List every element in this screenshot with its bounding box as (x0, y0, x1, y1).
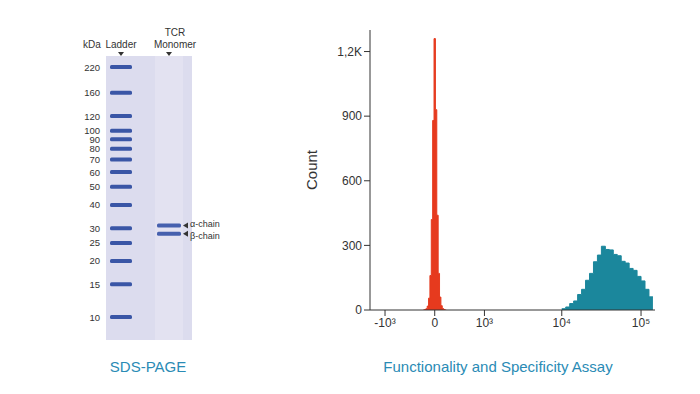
svg-text:900: 900 (342, 109, 362, 123)
svg-text:600: 600 (342, 174, 362, 188)
svg-text:300: 300 (342, 239, 362, 253)
svg-text:Count: Count (303, 149, 320, 190)
svg-text:90: 90 (89, 133, 100, 145)
svg-text:Functionality and Specificity: Functionality and Specificity Assay (383, 358, 613, 375)
svg-text:β-chain: β-chain (190, 231, 220, 241)
svg-text:10: 10 (89, 312, 100, 323)
svg-text:70: 70 (89, 154, 100, 165)
svg-text:Monomer: Monomer (154, 39, 197, 50)
svg-text:80: 80 (89, 143, 100, 154)
svg-text:SDS-PAGE: SDS-PAGE (110, 358, 186, 375)
svg-text:10³: 10³ (476, 316, 493, 330)
svg-text:100: 100 (84, 125, 100, 137)
svg-text:160: 160 (84, 87, 100, 98)
svg-text:1,2K: 1,2K (337, 45, 362, 59)
svg-text:220: 220 (84, 62, 100, 73)
svg-text:15: 15 (89, 279, 100, 290)
svg-text:kDa: kDa (83, 39, 101, 50)
svg-text:10⁴: 10⁴ (553, 316, 572, 330)
svg-text:0: 0 (431, 316, 438, 330)
svg-text:TCR: TCR (165, 27, 186, 38)
svg-text:20: 20 (89, 255, 100, 266)
svg-text:α-chain: α-chain (190, 219, 220, 229)
svg-text:50: 50 (89, 181, 100, 192)
svg-text:120: 120 (84, 111, 100, 122)
svg-text:60: 60 (89, 167, 100, 178)
svg-text:Ladder: Ladder (105, 39, 137, 50)
svg-text:25: 25 (89, 237, 100, 248)
svg-text:0: 0 (355, 303, 362, 317)
svg-text:40: 40 (89, 199, 100, 210)
svg-text:-10³: -10³ (374, 316, 395, 330)
svg-text:30: 30 (89, 223, 100, 234)
svg-text:10⁵: 10⁵ (632, 316, 650, 330)
